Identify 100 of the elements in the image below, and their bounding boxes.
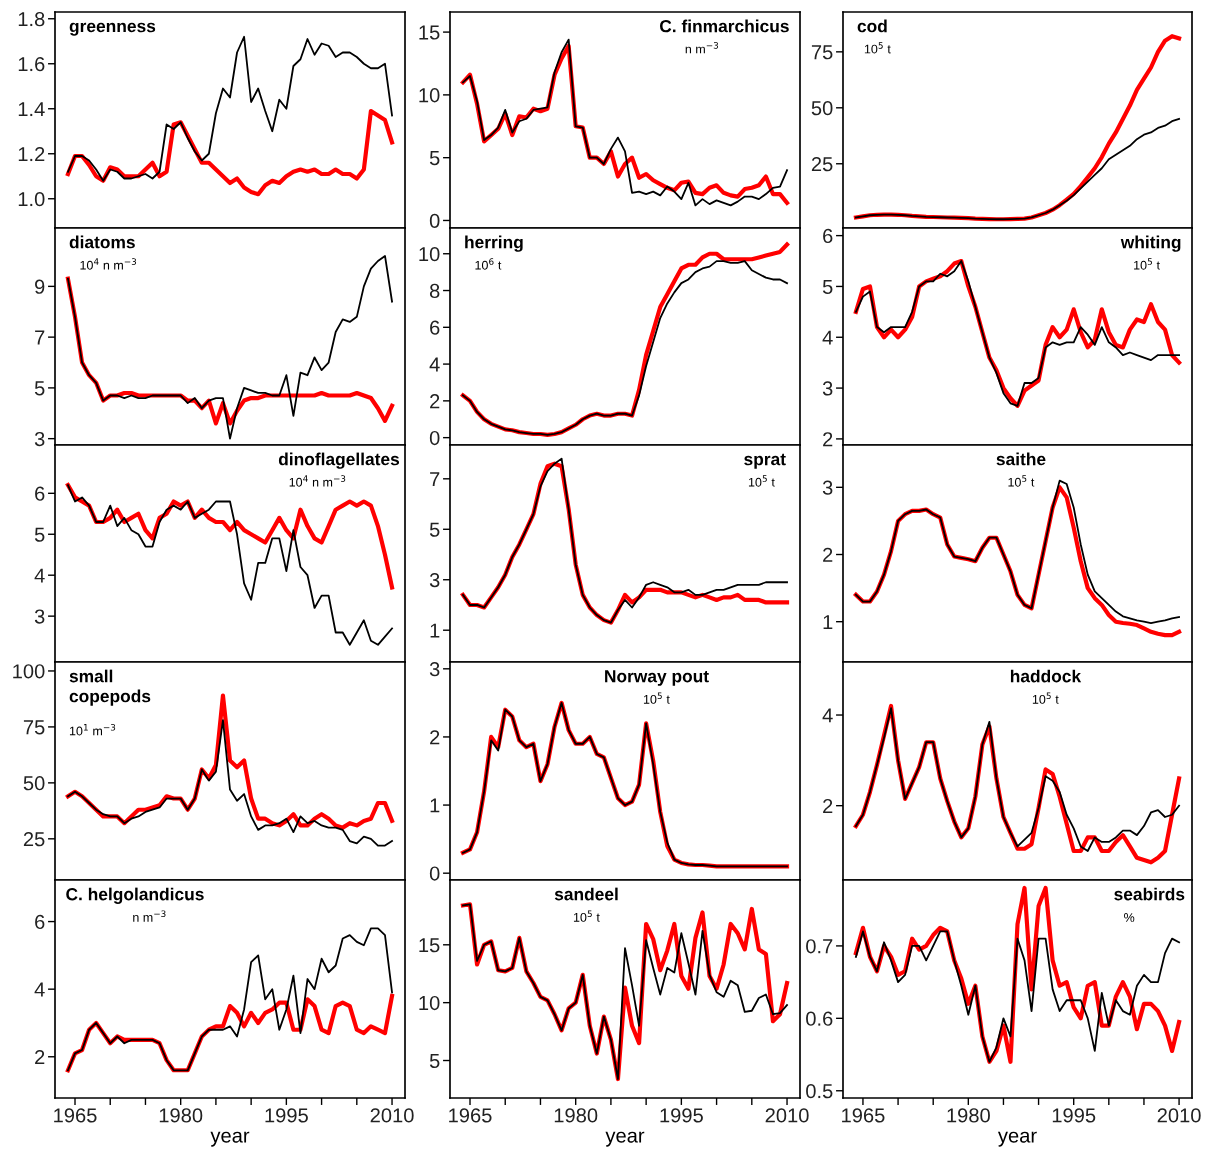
y-tick-label: 5 xyxy=(429,1053,440,1069)
y-tick-label: 6 xyxy=(430,320,440,335)
text: 10$^{5}$ t xyxy=(748,475,775,487)
text: 10$^{5}$ t xyxy=(1008,475,1035,487)
x-tick-label: 2010 xyxy=(1157,1108,1201,1123)
x-tick-label: 1965 xyxy=(842,1108,885,1123)
x-tick-label: 1980 xyxy=(159,1108,203,1123)
x-tick-label: 1965 xyxy=(449,1108,492,1123)
text: 10$^{5}$ t xyxy=(1032,692,1059,704)
y-tick-label: 2 xyxy=(35,1050,45,1065)
y-tick-label: 25 xyxy=(811,156,833,172)
y-tick-label: 3 xyxy=(34,431,45,447)
y-tick-label: 0 xyxy=(429,213,440,228)
y-tick-label: 10 xyxy=(419,995,440,1011)
y-tick-label: 100 xyxy=(13,664,45,679)
y-tick-label: 25 xyxy=(23,832,45,847)
y-tick-label: 8 xyxy=(429,283,440,299)
chart-title: diatoms xyxy=(69,235,135,249)
x-tick-label: 1995 xyxy=(265,1108,308,1123)
y-tick-label: 7 xyxy=(430,472,440,487)
y-tick-label: 0.5 xyxy=(806,1083,833,1099)
y-tick-label: 0.7 xyxy=(806,939,833,954)
text: 10$^{5}$ t xyxy=(1134,258,1160,270)
y-tick-label: 5 xyxy=(34,527,45,542)
chart-title: C. helgolandicus xyxy=(66,887,204,904)
y-tick-label: 10 xyxy=(419,88,440,103)
text: % xyxy=(1124,913,1135,922)
text: small copepods xyxy=(69,669,151,706)
y-tick-label: 3 xyxy=(429,662,440,677)
y-tick-label: 2 xyxy=(823,432,833,447)
x-tick-label: 1980 xyxy=(554,1108,598,1123)
y-tick-label: 9 xyxy=(35,279,45,294)
y-tick-label: 5 xyxy=(822,279,833,294)
y-tick-label: 4 xyxy=(34,982,45,997)
y-tick-label: 2 xyxy=(430,394,440,409)
y-tick-label: 3 xyxy=(822,381,833,396)
chart-title: cod xyxy=(857,19,887,33)
chart-title: whiting xyxy=(1120,235,1181,252)
y-tick-label: 4 xyxy=(34,568,45,583)
text: 10$^{4}$ n m$^{−3}$ xyxy=(80,258,137,270)
y-tick-label: 3 xyxy=(34,609,45,624)
text: n m$^{−3}$ xyxy=(133,910,166,922)
y-tick-label: 10 xyxy=(419,246,440,262)
y-tick-label: 5 xyxy=(429,151,440,166)
chart-title: sandeel xyxy=(554,887,618,901)
y-tick-label: 15 xyxy=(419,938,440,953)
y-tick-label: 1.8 xyxy=(18,11,45,27)
chart-title: haddock xyxy=(1010,669,1082,683)
y-tick-label: 50 xyxy=(811,101,833,116)
chart-title: C. finmarchicus xyxy=(659,19,789,33)
chart-title: saithe xyxy=(996,452,1046,466)
text: 10$^{5}$ t xyxy=(573,910,600,922)
x-tick-label: 1965 xyxy=(54,1108,97,1123)
y-tick-label: 0 xyxy=(429,866,440,881)
text: 10$^{6}$ t xyxy=(475,258,502,270)
y-tick-label: 75 xyxy=(23,720,45,735)
x-axis-title: year xyxy=(997,1131,1037,1147)
y-tick-label: 4 xyxy=(429,357,440,372)
y-tick-label: 15 xyxy=(419,25,440,40)
x-tick-label: 1995 xyxy=(1052,1108,1096,1123)
y-tick-label: 2 xyxy=(823,547,833,562)
y-tick-label: 5 xyxy=(429,522,440,537)
y-tick-label: 7 xyxy=(35,330,45,345)
chart-title: sprat xyxy=(744,453,786,469)
text: 10$^{4}$ n m$^{−3}$ xyxy=(289,475,346,487)
y-tick-label: 1 xyxy=(823,615,833,629)
chart-title: herring xyxy=(465,235,523,252)
x-tick-label: 2010 xyxy=(765,1108,809,1123)
x-axis-title: year xyxy=(210,1131,250,1147)
y-tick-label: 0.6 xyxy=(806,1011,833,1026)
y-tick-label: 50 xyxy=(23,776,45,791)
y-tick-label: 3 xyxy=(822,480,833,495)
chart-title: dinoflagellates xyxy=(278,452,400,469)
y-tick-label: 2 xyxy=(430,730,440,745)
y-tick-label: 2 xyxy=(823,798,833,813)
y-tick-label: 1.2 xyxy=(18,146,45,162)
y-tick-label: 75 xyxy=(811,45,833,60)
y-tick-label: 3 xyxy=(429,572,440,588)
y-tick-label: 4 xyxy=(822,330,833,345)
chart-title: greenness xyxy=(69,22,156,36)
chart-title: Norway pout xyxy=(605,670,709,686)
x-tick-label: 1980 xyxy=(947,1108,990,1123)
text: 10$^{5}$ t xyxy=(643,692,670,704)
x-tick-label: 2010 xyxy=(370,1108,414,1123)
y-tick-label: 1 xyxy=(430,798,440,813)
text: n m$^{−3}$ xyxy=(685,42,719,54)
y-tick-label: 1.4 xyxy=(18,102,45,117)
y-tick-label: 5 xyxy=(34,381,45,396)
y-tick-label: 1.6 xyxy=(18,56,45,72)
x-tick-label: 1995 xyxy=(660,1108,703,1123)
y-tick-label: 6 xyxy=(35,486,45,501)
y-tick-label: 0 xyxy=(429,430,440,446)
y-tick-label: 1 xyxy=(430,623,440,638)
chart-title: seabirds xyxy=(1114,887,1185,901)
y-tick-label: 6 xyxy=(35,914,45,930)
y-tick-label: 1.0 xyxy=(18,191,45,207)
text: 10$^{1}$ m$^{−3}$ xyxy=(69,723,116,736)
x-axis-title: year xyxy=(605,1131,645,1147)
text: 10$^{5}$ t xyxy=(864,42,891,54)
y-tick-label: 4 xyxy=(822,708,833,723)
